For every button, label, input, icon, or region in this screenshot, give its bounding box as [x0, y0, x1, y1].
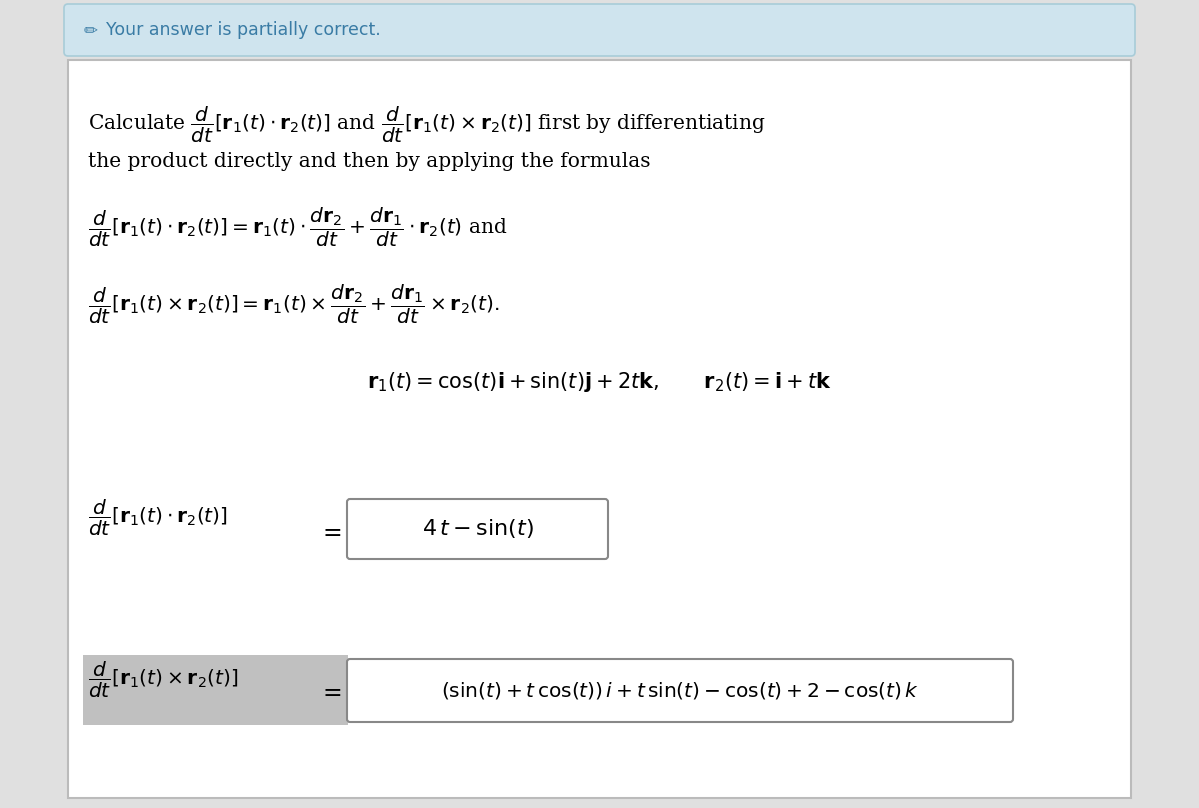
Text: $\dfrac{d}{dt}[\mathbf{r}_1(t) \cdot \mathbf{r}_2(t)] = \mathbf{r}_1(t) \cdot \d: $\dfrac{d}{dt}[\mathbf{r}_1(t) \cdot \ma… — [88, 205, 507, 249]
Text: the product directly and then by applying the formulas: the product directly and then by applyin… — [88, 152, 651, 171]
Text: $\mathbf{r}_1(t) = \cos(t)\mathbf{i} + \sin(t)\mathbf{j} + 2t\mathbf{k},\qquad \: $\mathbf{r}_1(t) = \cos(t)\mathbf{i} + \… — [367, 370, 831, 394]
Text: Calculate $\dfrac{d}{dt}[\mathbf{r}_1(t) \cdot \mathbf{r}_2(t)]$ and $\dfrac{d}{: Calculate $\dfrac{d}{dt}[\mathbf{r}_1(t)… — [88, 105, 765, 145]
FancyBboxPatch shape — [83, 655, 348, 725]
Text: Your answer is partially correct.: Your answer is partially correct. — [106, 21, 381, 39]
Text: $=$: $=$ — [318, 680, 342, 704]
Text: $\dfrac{d}{dt}[\mathbf{r}_1(t) \times \mathbf{r}_2(t)]$: $\dfrac{d}{dt}[\mathbf{r}_1(t) \times \m… — [88, 660, 239, 701]
Text: $=$: $=$ — [318, 520, 342, 544]
Text: $4\,t - \sin(t)$: $4\,t - \sin(t)$ — [422, 517, 534, 541]
FancyBboxPatch shape — [347, 659, 1013, 722]
Text: ✏: ✏ — [83, 21, 97, 39]
Text: $\dfrac{d}{dt}[\mathbf{r}_1(t) \cdot \mathbf{r}_2(t)]$: $\dfrac{d}{dt}[\mathbf{r}_1(t) \cdot \ma… — [88, 498, 228, 538]
Text: $\dfrac{d}{dt}[\mathbf{r}_1(t) \times \mathbf{r}_2(t)] = \mathbf{r}_1(t) \times : $\dfrac{d}{dt}[\mathbf{r}_1(t) \times \m… — [88, 282, 500, 326]
FancyBboxPatch shape — [347, 499, 608, 559]
Text: $(\sin(t) + t\,\cos(t))\,i + t\,\sin(t) - \cos(t) + 2 - \cos(t)\,k$: $(\sin(t) + t\,\cos(t))\,i + t\,\sin(t) … — [441, 680, 918, 701]
FancyBboxPatch shape — [64, 4, 1135, 56]
FancyBboxPatch shape — [68, 60, 1131, 798]
